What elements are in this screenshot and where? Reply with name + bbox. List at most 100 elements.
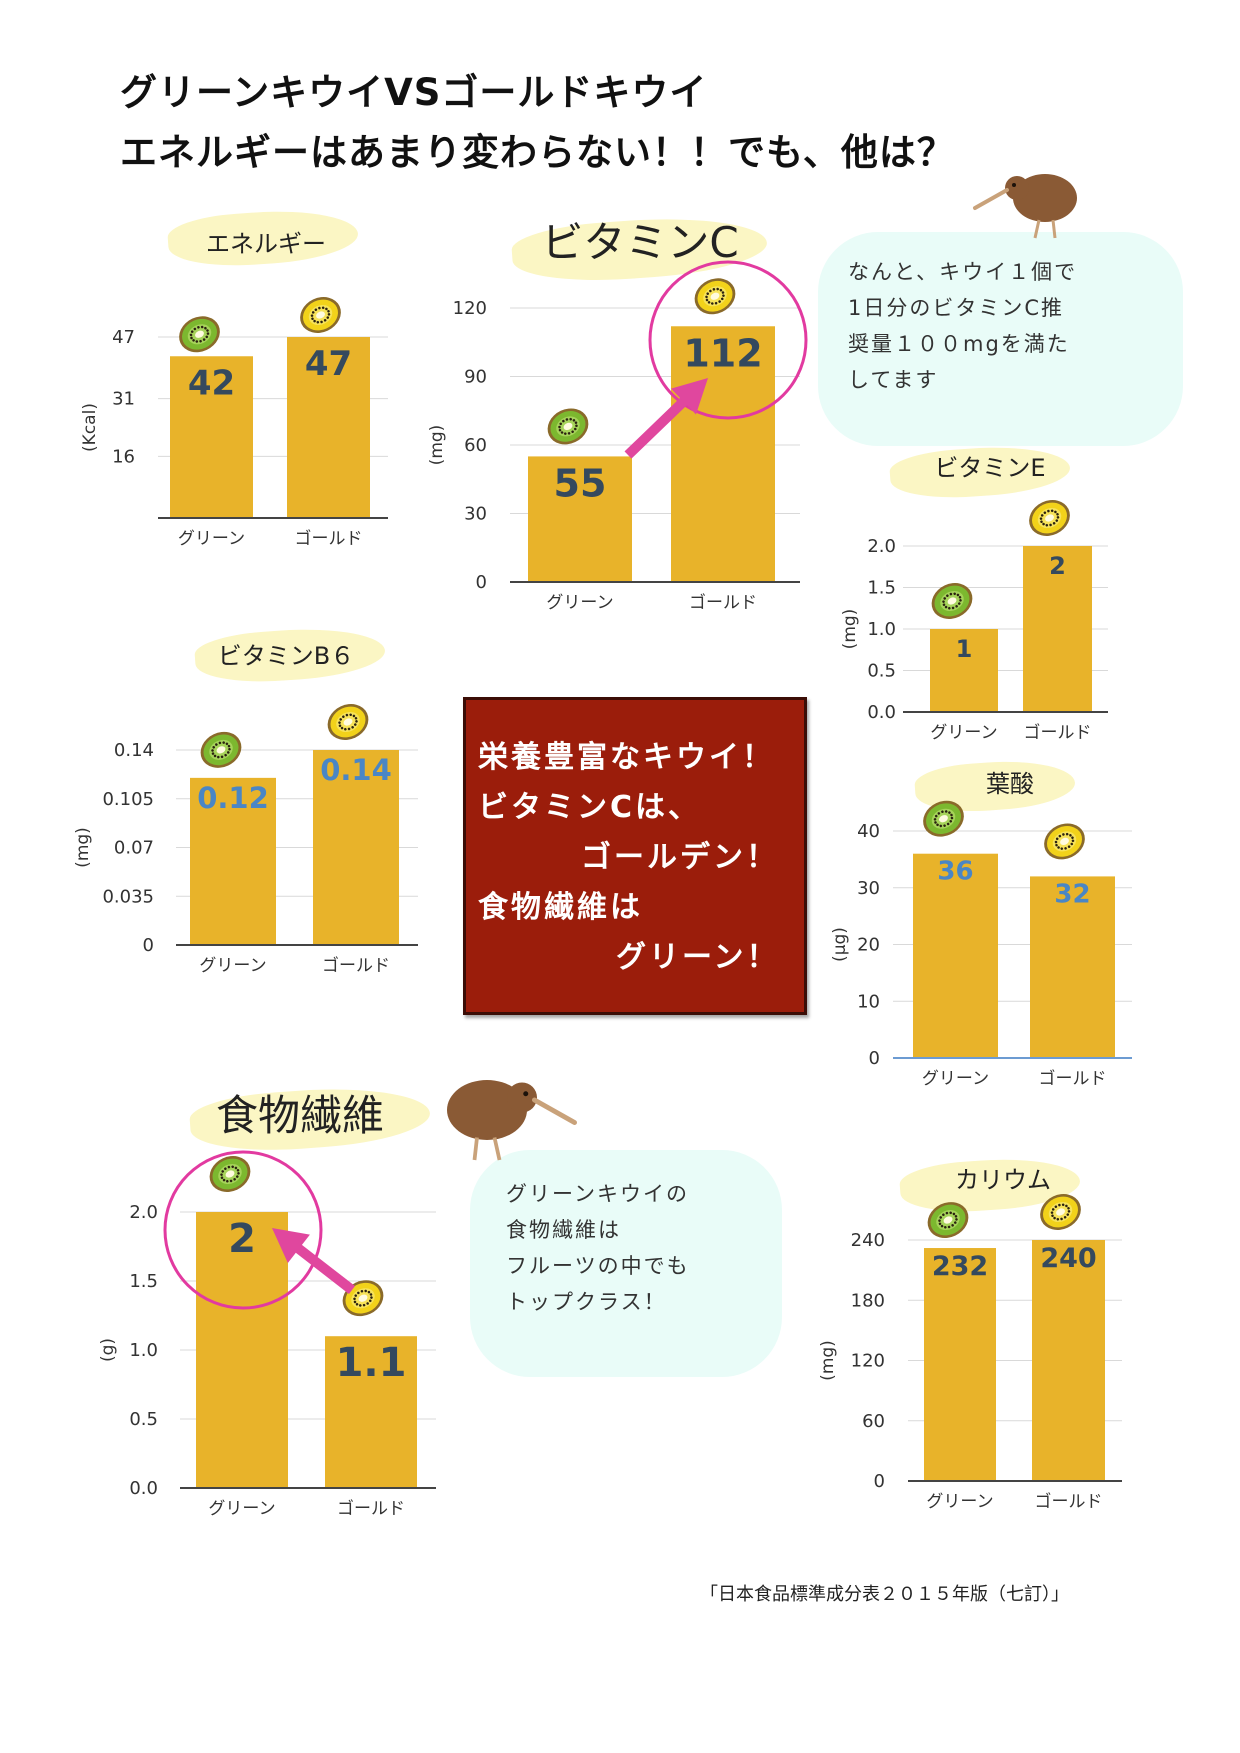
y-axis-label: (mg) [818, 1340, 838, 1381]
bird-body [1013, 174, 1077, 222]
kiwi-seed [1042, 522, 1045, 526]
kiwi-seed [934, 821, 937, 824]
bar [325, 1336, 417, 1488]
x-tick-label: ゴールド [337, 1498, 405, 1519]
kiwi-seed [1039, 517, 1043, 520]
arrow-icon [271, 1228, 356, 1294]
x-tick-label: グリーン [922, 1069, 989, 1089]
kiwi-core [216, 746, 226, 754]
kiwi-seed [1056, 513, 1059, 516]
kiwi-seed [215, 743, 218, 746]
kiwi-seed [955, 605, 958, 608]
arrow-head [671, 377, 709, 415]
y-tick-label: 31 [112, 389, 135, 410]
kiwi-core [1056, 1208, 1065, 1216]
gold-kiwi-icon [327, 704, 369, 740]
y-tick-label: 20 [857, 935, 880, 956]
kiwi-seed [949, 820, 953, 823]
data-label: 232 [932, 1251, 988, 1282]
kiwi-seed [707, 301, 711, 304]
kiwi-seed [311, 311, 315, 314]
kiwi-seed [1061, 1203, 1065, 1207]
kiwi-seed [360, 1289, 364, 1293]
kiwi-seed [1055, 843, 1058, 847]
kiwi-seed [1071, 836, 1074, 839]
kiwi-seed [1056, 1217, 1060, 1221]
data-label: 0.12 [197, 781, 269, 815]
kiwi-seed [951, 606, 955, 610]
data-label: 1 [956, 635, 973, 663]
kiwi-seed [562, 419, 565, 423]
y-tick-label: 30 [464, 504, 487, 525]
kiwi-seed [937, 812, 941, 815]
kiwi-seed [369, 1299, 372, 1303]
kiwi-seed [952, 1212, 956, 1216]
kiwi-seed [349, 713, 352, 717]
kiwi-seed [320, 320, 323, 324]
kiwi-seed [1065, 1204, 1068, 1208]
kiwi-seed [1060, 1217, 1063, 1221]
kiwi-seed [338, 721, 341, 724]
y-tick-label: 0.07 [114, 838, 154, 859]
kiwi-seed [327, 313, 331, 316]
gold-kiwi-icon [1044, 823, 1085, 860]
kiwi-seed [1063, 1216, 1067, 1219]
page-title-line1: グリーンキウイVSゴールドキウイ [120, 71, 708, 114]
kiwi-core [195, 330, 204, 338]
data-label: 36 [937, 857, 973, 887]
fiber-note-bubble: グリーンキウイの 食物繊維は フルーツの中でも トップクラス！ [470, 1150, 782, 1377]
kiwi-seed [572, 419, 576, 422]
summary-line: 栄養豊富なキウイ！ [478, 740, 775, 775]
bar [1023, 546, 1092, 712]
kiwi-seed [359, 1304, 362, 1307]
bar [1032, 1240, 1105, 1481]
highlight-circle [163, 1150, 323, 1310]
data-label: 240 [1040, 1243, 1096, 1274]
kiwi-seed [1070, 842, 1074, 846]
x-tick-label: グリーン [208, 1499, 275, 1519]
kiwi-seed [1045, 523, 1049, 527]
bird-beak [973, 188, 1009, 210]
kiwi-seed [1055, 519, 1059, 522]
y-tick-label: 1.0 [867, 619, 896, 640]
kiwi-seed [205, 335, 209, 339]
kiwi-seed [1054, 1205, 1058, 1208]
kiwi-seed [227, 1165, 231, 1169]
kiwi-seed [344, 727, 347, 731]
data-label: 42 [188, 363, 235, 403]
green-kiwi-icon [209, 1156, 251, 1192]
kiwi-seed [954, 1221, 957, 1224]
y-tick-label: 120 [851, 1351, 885, 1372]
kiwi-seed [942, 603, 946, 606]
y-tick-label: 180 [851, 1290, 885, 1311]
chart-title: エネルギー [206, 230, 326, 258]
kiwi-seed [220, 1173, 223, 1176]
kiwi-seed [705, 298, 709, 302]
kiwi-core [1060, 837, 1069, 846]
kiwi-seed [354, 723, 357, 726]
gold-kiwi-icon [342, 1280, 384, 1317]
bird-beak [532, 1097, 577, 1125]
kiwi-seed [1054, 840, 1058, 844]
bubble-line: 食物繊維は [506, 1218, 621, 1242]
kiwi-seed [1067, 1207, 1070, 1210]
summary-line: グリーン！ [616, 940, 780, 975]
chart-title: 葉酸 [986, 770, 1034, 798]
gold-kiwi-icon [1040, 1194, 1081, 1230]
page-title-line2: エネルギーはあまり変わらない！！でも、他は？ [120, 131, 955, 174]
kiwi-seed [574, 421, 578, 424]
kiwi-seed [1058, 1203, 1061, 1207]
summary-line: ビタミンCは、 [478, 790, 702, 825]
chart-title: 食物繊維 [216, 1091, 384, 1140]
bubble-line: 1日分のビタミンC推 [848, 296, 1065, 320]
y-tick-label: 120 [453, 298, 487, 319]
y-tick-label: 0 [869, 1048, 880, 1069]
kiwi-seed [1051, 1214, 1054, 1217]
y-tick-label: 0 [476, 572, 487, 593]
bird-leg [1051, 219, 1057, 239]
kiwi-seed [947, 1225, 951, 1229]
gold-kiwi-icon [300, 297, 341, 333]
bar [287, 337, 370, 518]
kiwi-seed [1040, 520, 1043, 523]
